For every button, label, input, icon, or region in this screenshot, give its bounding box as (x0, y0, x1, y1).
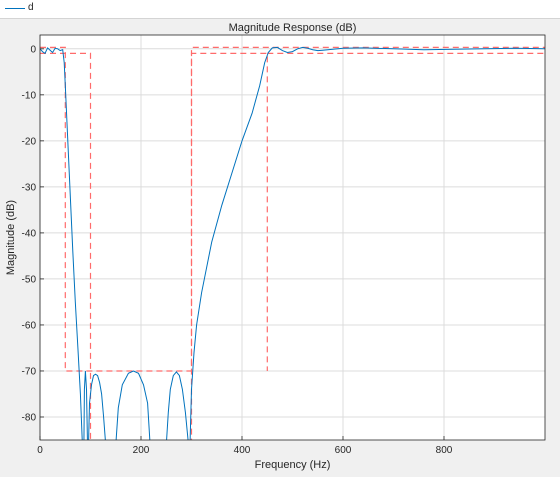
y-tick-label-7: -70 (22, 366, 37, 377)
y-tick-label-3: -30 (22, 182, 37, 193)
response-line-0-1 (83, 370, 88, 440)
x-axis-label: Frequency (Hz) (255, 459, 331, 471)
x-tick-label-2: 400 (234, 445, 251, 456)
y-tick-label-1: -10 (22, 90, 37, 101)
mask-line-1-0 (40, 46, 545, 372)
x-tick-label-1: 200 (133, 445, 150, 456)
response-line-0-3 (115, 370, 151, 440)
legend-line-swatch (5, 8, 25, 9)
response-line-0-4 (166, 371, 189, 440)
y-tick-label-6: -60 (22, 320, 37, 331)
response-line-0-5 (189, 46, 545, 440)
chart-title: Magnitude Response (dB) (229, 22, 357, 34)
y-tick-label-2: -20 (22, 136, 37, 147)
x-tick-label-4: 800 (436, 445, 453, 456)
mask-line-2-2 (190, 52, 268, 440)
legend-bar: d (0, 0, 560, 19)
x-tick-label-0: 0 (37, 445, 43, 456)
response-line-0-2 (88, 373, 106, 440)
y-tick-label-5: -50 (22, 274, 37, 285)
y-tick-label-4: -40 (22, 228, 37, 239)
y-tick-label-0: 0 (30, 44, 36, 55)
x-tick-label-3: 600 (335, 445, 352, 456)
y-axis-label: Magnitude (dB) (5, 200, 17, 275)
plot-area (40, 35, 545, 440)
response-line-0-0 (40, 47, 83, 440)
y-tick-label-8: -80 (22, 412, 37, 423)
mask-line-2-0 (40, 52, 92, 440)
legend-label-d: d (28, 2, 34, 13)
axes-box (39, 34, 546, 441)
